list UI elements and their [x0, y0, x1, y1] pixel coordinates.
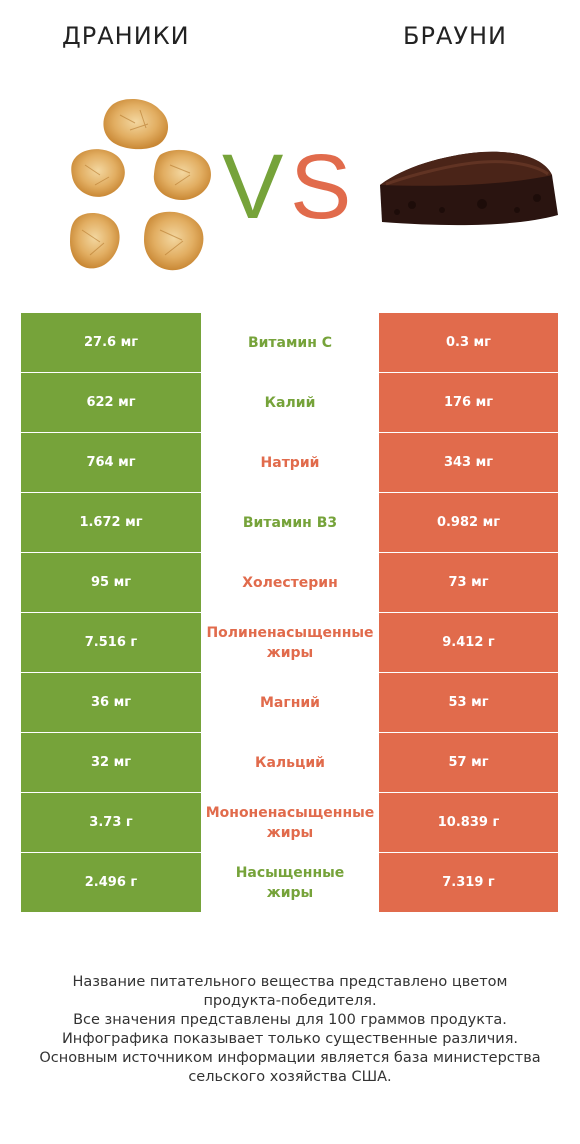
vs-v-letter: V — [222, 138, 283, 228]
pancake-shape — [70, 98, 211, 271]
left-value: 622 мг — [21, 373, 201, 433]
right-value: 0.982 мг — [379, 493, 558, 553]
nutrient-name: Мононенасыщенные жиры — [201, 793, 379, 853]
nutrient-name-line: жиры — [266, 885, 314, 901]
nutrient-name: Натрий — [201, 433, 379, 493]
right-value: 53 мг — [379, 673, 558, 733]
nutrient-name: Холестерин — [201, 553, 379, 613]
right-value: 0.3 мг — [379, 313, 558, 373]
table-row: 95 мг Холестерин 73 мг — [21, 553, 558, 613]
nutrient-name: Насыщенные жиры — [201, 853, 379, 913]
nutrient-name: Полиненасыщенные жиры — [201, 613, 379, 673]
left-value: 36 мг — [21, 673, 201, 733]
nutrient-name-line: Мононенасыщенные — [205, 805, 375, 821]
footer-line: Инфографика показывает только существенн… — [61, 1031, 519, 1047]
table-row: 36 мг Магний 53 мг — [21, 673, 558, 733]
footer-line: Основным источником информации является … — [39, 1050, 541, 1066]
left-value: 3.73 г — [21, 793, 201, 853]
nutrient-name-line: Полиненасыщенные — [206, 625, 374, 641]
draniki-image — [70, 98, 211, 271]
nutrient-name: Магний — [201, 673, 379, 733]
nutrient-name: Калий — [201, 373, 379, 433]
footer-line: Все значения представлены для 100 граммо… — [73, 1012, 507, 1028]
table-row: 27.6 мг Витамин C 0.3 мг — [21, 313, 558, 373]
table-row: 764 мг Натрий 343 мг — [21, 433, 558, 493]
nutrient-name-line: Насыщенные — [235, 865, 345, 881]
left-value: 32 мг — [21, 733, 201, 793]
left-value: 1.672 мг — [21, 493, 201, 553]
left-value: 764 мг — [21, 433, 201, 493]
table-row: 622 мг Калий 176 мг — [21, 373, 558, 433]
footer-line: продукта-победителя. — [203, 993, 377, 1009]
vs-s-letter: S — [290, 138, 351, 228]
footer-notes: Название питательного вещества представл… — [20, 973, 560, 1087]
table-row: 32 мг Кальций 57 мг — [21, 733, 558, 793]
right-food-title: БРАУНИ — [403, 22, 507, 50]
right-value: 57 мг — [379, 733, 558, 793]
table-row: 7.516 г Полиненасыщенные жиры 9.412 г — [21, 613, 558, 673]
brownie-image — [380, 151, 558, 226]
right-value: 73 мг — [379, 553, 558, 613]
nutrient-name: Витамин B3 — [201, 493, 379, 553]
right-value: 7.319 г — [379, 853, 558, 913]
left-value: 27.6 мг — [21, 313, 201, 373]
nutrient-name-line: жиры — [266, 645, 314, 661]
table-row: 3.73 г Мононенасыщенные жиры 10.839 г — [21, 793, 558, 853]
vs-label: V S — [222, 138, 351, 228]
right-value: 9.412 г — [379, 613, 558, 673]
footer-line: Название питательного вещества представл… — [72, 974, 508, 990]
nutrient-name: Кальций — [201, 733, 379, 793]
table-row: 1.672 мг Витамин B3 0.982 мг — [21, 493, 558, 553]
right-value: 10.839 г — [379, 793, 558, 853]
right-value: 343 мг — [379, 433, 558, 493]
footer-line: сельского хозяйства США. — [188, 1069, 392, 1085]
left-value: 95 мг — [21, 553, 201, 613]
nutrient-name: Витамин C — [201, 313, 379, 373]
table-row: 2.496 г Насыщенные жиры 7.319 г — [21, 853, 558, 913]
left-food-title: ДРАНИКИ — [62, 22, 190, 50]
left-value: 2.496 г — [21, 853, 201, 913]
left-value: 7.516 г — [21, 613, 201, 673]
comparison-table: 27.6 мг Витамин C 0.3 мг 622 мг Калий 176 мг 7… — [21, 313, 558, 913]
nutrient-name-line: жиры — [266, 825, 314, 841]
right-value: 176 мг — [379, 373, 558, 433]
